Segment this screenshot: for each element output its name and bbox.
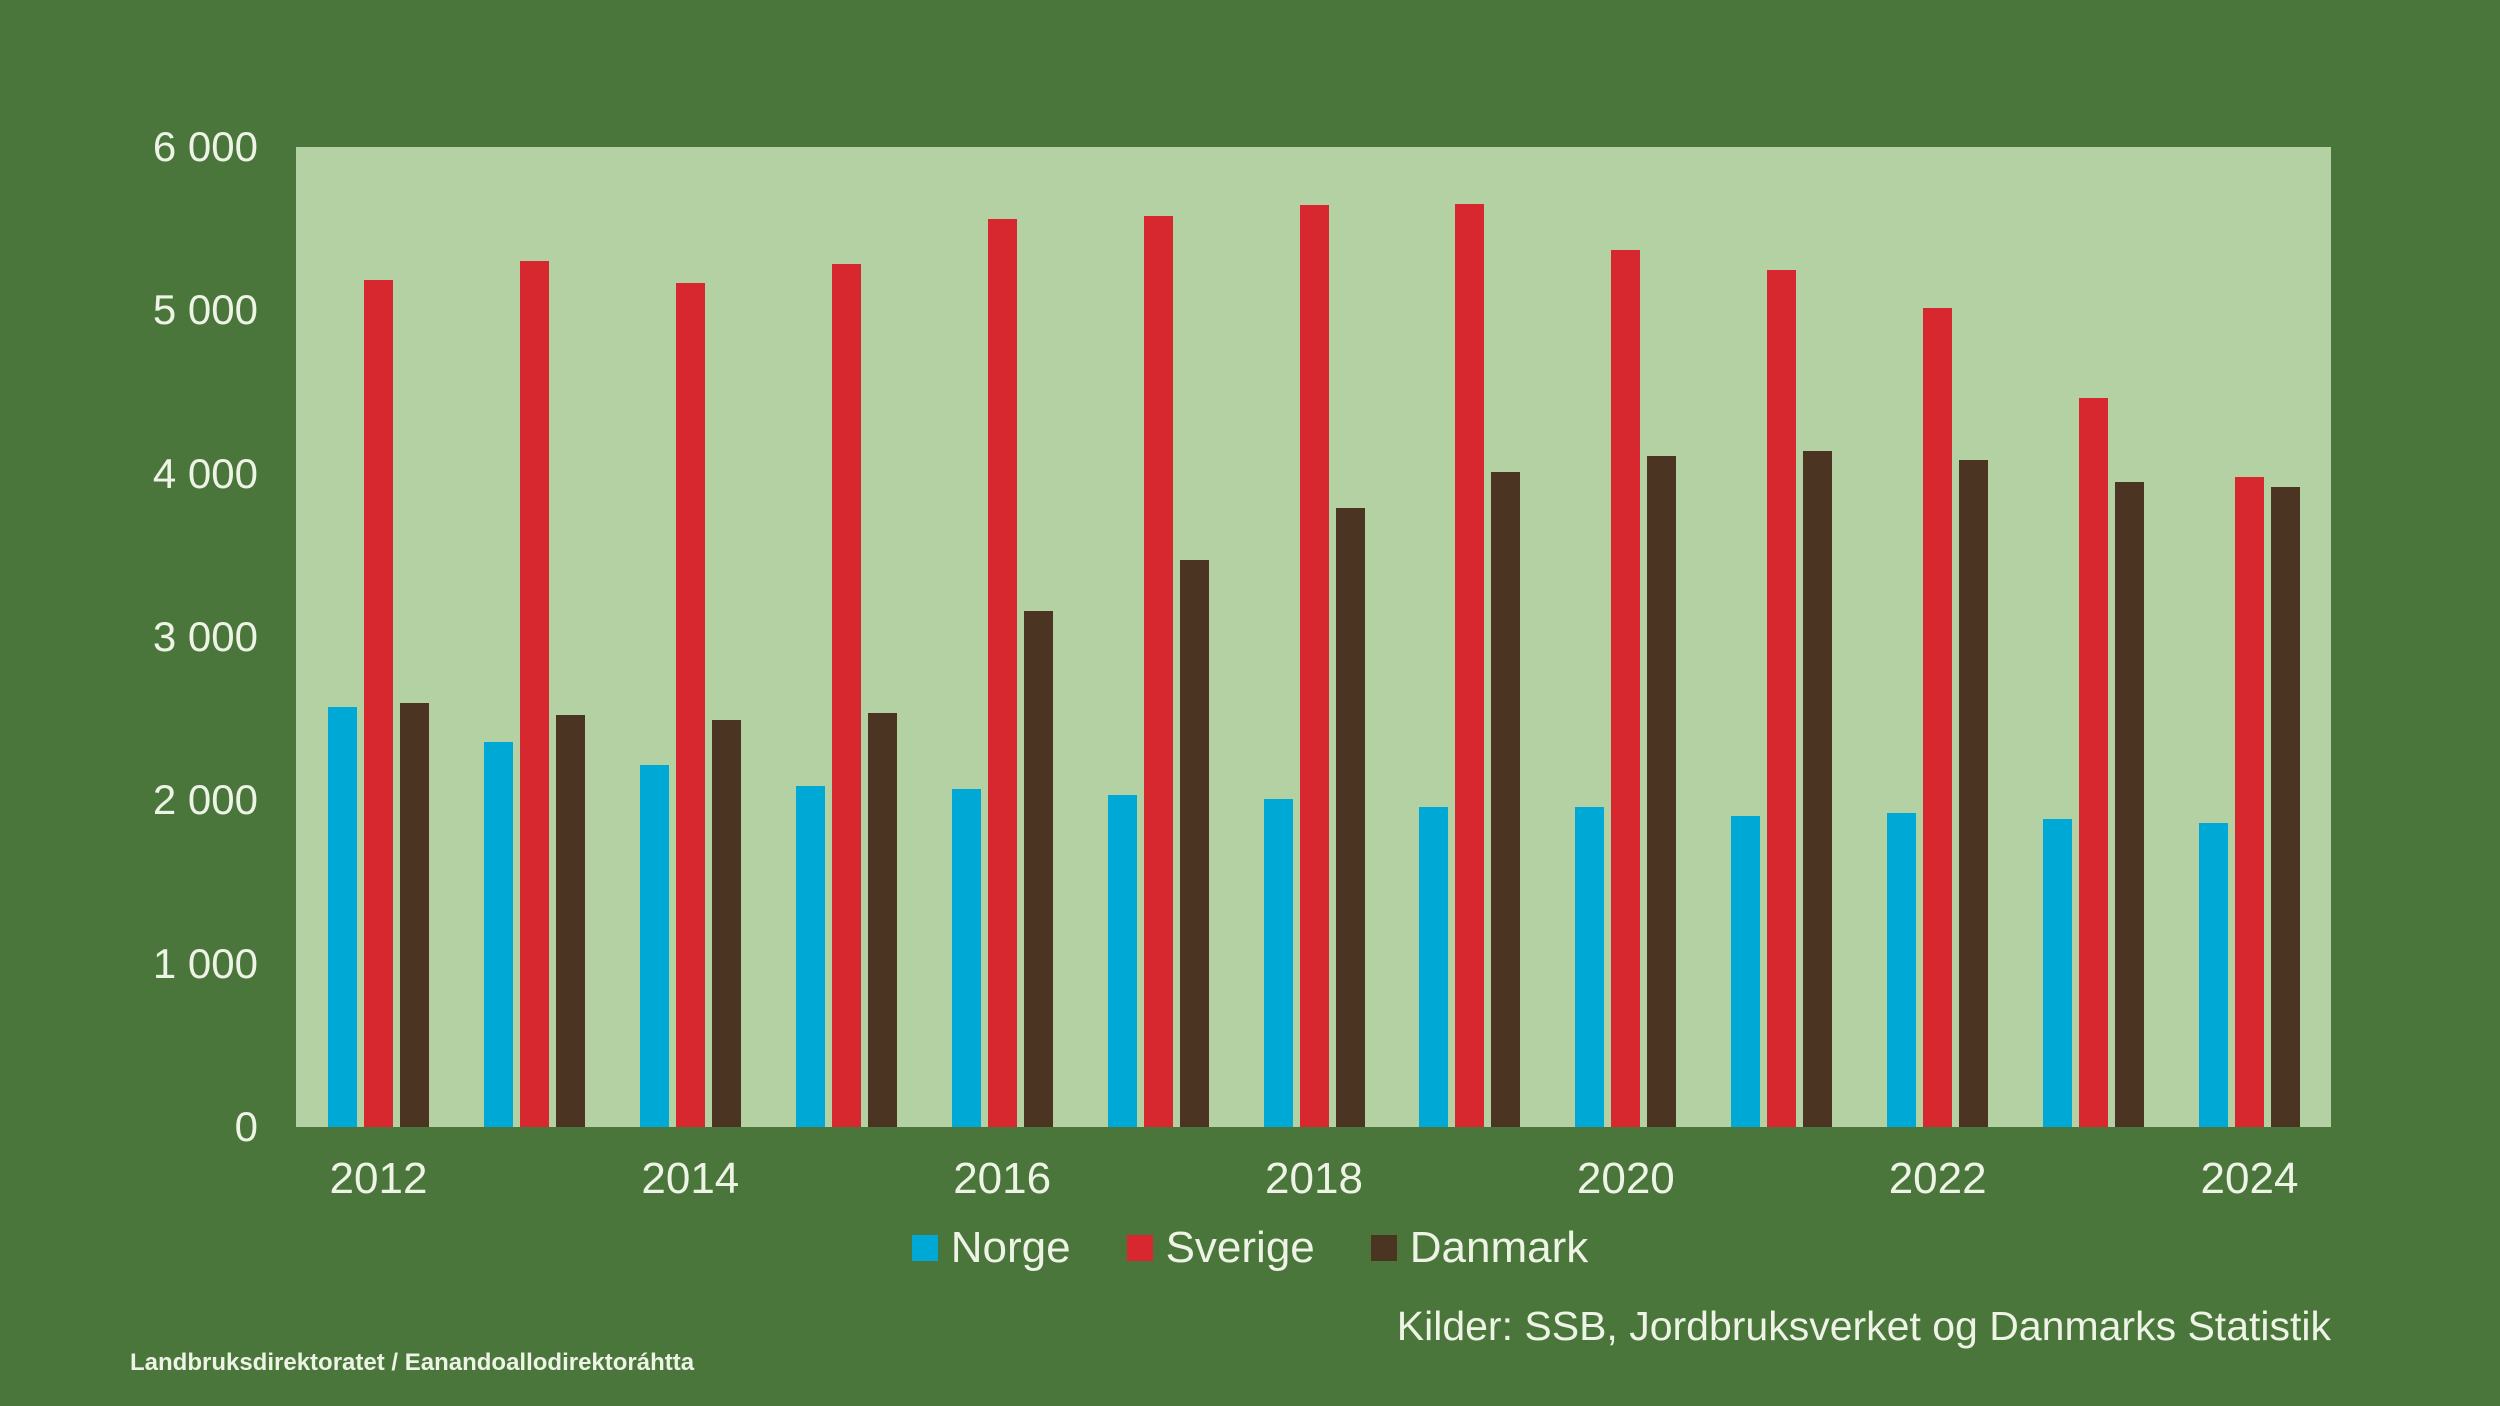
bar-norge-2022 (1887, 813, 1917, 1127)
chart-plot-area (296, 147, 2331, 1127)
bar-norge-2021 (1731, 815, 1761, 1127)
bar-danmark-2014 (711, 720, 741, 1127)
bar-sverige-2018 (1299, 204, 1329, 1127)
bar-norge-2017 (1107, 795, 1137, 1127)
bar-norge-2013 (483, 741, 513, 1127)
y-axis-tick-label: 1 000 (152, 939, 258, 987)
bar-norge-2014 (639, 765, 669, 1127)
bar-sverige-2016 (987, 218, 1017, 1127)
bar-sverige-2023 (2079, 397, 2109, 1127)
bar-sverige-2012 (364, 280, 393, 1127)
bar-norge-2018 (1263, 798, 1293, 1127)
y-axis-tick-label: 2 000 (152, 776, 258, 824)
x-axis-tick-label: 2012 (329, 1154, 428, 1203)
legend-item-norge: Norge (911, 1222, 1071, 1274)
legend-swatch-danmark (1370, 1235, 1397, 1261)
source-note: Kilder: SSB, Jordbruksverket og Danmarks… (1396, 1303, 2331, 1349)
bar-norge-2015 (795, 785, 825, 1127)
x-axis-tick-label: 2014 (641, 1154, 740, 1203)
x-axis-tick-label: 2020 (1576, 1154, 1675, 1203)
bar-norge-2024 (2199, 823, 2228, 1127)
bar-sverige-2019 (1455, 204, 1485, 1127)
legend-swatch-norge (911, 1235, 938, 1261)
bar-norge-2016 (951, 788, 981, 1127)
bar-danmark-2015 (867, 712, 897, 1127)
legend-label: Sverige (1165, 1223, 1315, 1272)
legend-item-danmark: Danmark (1370, 1222, 1589, 1274)
y-axis-tick-label: 0 (234, 1103, 258, 1150)
legend: Norge Sverige Danmark (0, 1222, 2500, 1274)
bar-danmark-2018 (1335, 507, 1365, 1127)
bar-norge-2020 (1575, 806, 1605, 1127)
bar-danmark-2022 (1959, 459, 1989, 1127)
bar-danmark-2012 (400, 703, 429, 1127)
legend-label: Norge (950, 1223, 1071, 1272)
bar-sverige-2015 (831, 263, 861, 1127)
y-axis-tick-label: 4 000 (152, 449, 258, 497)
bar-sverige-2017 (1143, 215, 1173, 1127)
bar-sverige-2024 (2235, 476, 2264, 1127)
legend-label: Danmark (1409, 1223, 1589, 1272)
bar-norge-2019 (1419, 806, 1449, 1127)
x-axis-tick-label: 2016 (953, 1154, 1052, 1203)
x-axis-tick-label: 2024 (2200, 1154, 2299, 1203)
bar-danmark-2020 (1647, 455, 1677, 1127)
bar-danmark-2017 (1179, 560, 1209, 1127)
bar-danmark-2021 (1803, 450, 1833, 1127)
bar-sverige-2013 (519, 260, 549, 1127)
bar-sverige-2022 (1923, 307, 1953, 1127)
bar-danmark-2024 (2271, 486, 2300, 1127)
bar-sverige-2014 (675, 282, 705, 1127)
footer-attribution: Landbruksdirektoratet / Eanandoallodirek… (130, 1349, 695, 1376)
x-axis-tick-label: 2022 (1888, 1154, 1987, 1203)
x-axis-tick-label: 2018 (1265, 1154, 1363, 1203)
bar-danmark-2019 (1491, 472, 1521, 1127)
bar-danmark-2016 (1023, 610, 1053, 1127)
bar-norge-2012 (328, 707, 357, 1127)
legend-swatch-sverige (1126, 1235, 1153, 1261)
bar-sverige-2021 (1767, 270, 1797, 1127)
y-axis-tick-label: 5 000 (152, 286, 258, 334)
bar-danmark-2013 (555, 715, 585, 1127)
bar-norge-2023 (2043, 819, 2073, 1127)
bar-sverige-2020 (1611, 249, 1641, 1127)
y-axis-tick-label: 3 000 (152, 613, 258, 660)
y-axis-tick-label: 6 000 (152, 123, 258, 170)
legend-item-sverige: Sverige (1126, 1222, 1315, 1274)
bar-danmark-2023 (2115, 481, 2145, 1127)
